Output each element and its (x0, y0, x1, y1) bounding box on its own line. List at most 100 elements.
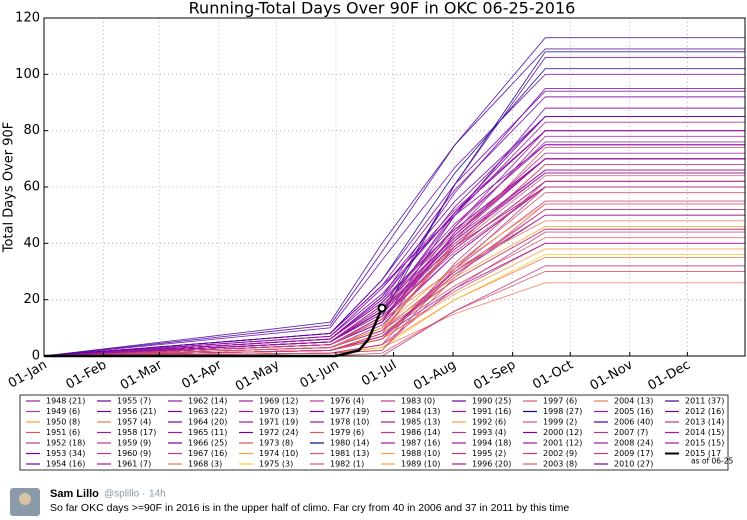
series-line (43, 203, 745, 357)
legend-label: 2010 (27) (614, 460, 653, 469)
legend-label: 1983 (0) (401, 397, 435, 406)
legend-label: 2013 (14) (685, 418, 724, 427)
legend-label: 1970 (13) (259, 407, 298, 416)
legend-label: 2000 (12) (543, 428, 582, 437)
legend-label: 1951 (6) (46, 428, 80, 437)
legend-label: 1990 (25) (472, 397, 511, 406)
legend-label: 1956 (21) (117, 407, 156, 416)
legend-label: 1958 (17) (117, 428, 156, 437)
legend-label: 1963 (22) (188, 407, 227, 416)
legend-label: 1973 (8) (259, 439, 293, 448)
legend-label: 2015 (15) (685, 439, 724, 448)
series-line (43, 158, 745, 357)
series-line (43, 180, 745, 357)
legend-label: 1980 (14) (330, 439, 369, 448)
tweet-author[interactable]: Sam Lillo (50, 488, 99, 500)
legend-label: 1955 (7) (117, 397, 151, 406)
legend-label: 1961 (7) (117, 460, 151, 469)
legend-label: 1991 (16) (472, 407, 511, 416)
y-tick-label: 60 (23, 180, 40, 195)
legend-label: 1971 (19) (259, 418, 298, 427)
y-tick-label: 100 (15, 67, 40, 82)
legend-label: 1982 (1) (330, 460, 364, 469)
legend-label: 1977 (19) (330, 407, 369, 416)
legend-label: 2006 (40) (614, 418, 653, 427)
legend-label: 1948 (21) (46, 397, 85, 406)
chart-title: Running-Total Days Over 90F in OKC 06-25… (189, 0, 576, 18)
legend-label: 2009 (17) (614, 449, 653, 458)
legend-label: 1992 (6) (472, 418, 506, 427)
legend-label: 1987 (16) (401, 439, 440, 448)
legend-label: 1967 (16) (188, 449, 227, 458)
legend-label: 1985 (13) (401, 418, 440, 427)
legend-label: 2014 (15) (685, 428, 724, 437)
legend-label: 1999 (2) (543, 418, 577, 427)
legend-label: 1953 (34) (46, 449, 85, 458)
y-tick-label: 40 (23, 236, 40, 251)
end-marker (377, 303, 387, 313)
series-line (43, 164, 745, 357)
plot-lines (43, 37, 745, 358)
legend-label: 2001 (12) (543, 439, 582, 448)
legend-label: 2003 (8) (543, 460, 577, 469)
legend-label: 2012 (16) (685, 407, 724, 416)
series-line (43, 209, 745, 357)
legend-label: 1965 (11) (188, 428, 227, 437)
legend-label: 1981 (13) (330, 449, 369, 458)
legend-label: 1975 (3) (259, 460, 293, 469)
legend-label: 1988 (10) (401, 449, 440, 458)
legend-label: 2007 (7) (614, 428, 648, 437)
series-line (43, 37, 745, 357)
y-tick-label: 80 (23, 123, 40, 138)
legend-label: 1989 (10) (401, 460, 440, 469)
legend-label: 1974 (10) (259, 449, 298, 458)
y-tick-label: 20 (23, 292, 40, 307)
legend-label: 1993 (4) (472, 428, 506, 437)
legend-note: as of 06-25 (691, 457, 734, 466)
legend-label: 1957 (4) (117, 418, 151, 427)
tweet-separator: · (142, 489, 145, 500)
series-line (43, 48, 745, 357)
legend-box (19, 394, 729, 471)
legend-label: 1969 (12) (259, 397, 298, 406)
legend-label: 1954 (16) (46, 460, 85, 469)
legend-label: 1994 (18) (472, 439, 511, 448)
y-axis-label: Total Days Over 90F (2, 122, 17, 254)
legend-label: 1995 (2) (472, 449, 506, 458)
tweet-time: 14h (149, 489, 166, 500)
legend-label: 2011 (37) (685, 397, 724, 406)
legend-label: 1972 (24) (259, 428, 298, 437)
legend-label: 1952 (18) (46, 439, 85, 448)
legend-label: 1986 (14) (401, 428, 440, 437)
legend-label: 2005 (16) (614, 407, 653, 416)
legend-label: 1997 (6) (543, 397, 577, 406)
series-line (43, 90, 745, 357)
tweet-text: So far OKC days >=90F in 2016 is in the … (50, 502, 569, 514)
legend-label: 1962 (14) (188, 397, 227, 406)
y-tick-label: 0 (32, 349, 40, 364)
legend-label: 1960 (9) (117, 449, 151, 458)
legend-label: 2004 (13) (614, 397, 653, 406)
legend-label: 1979 (6) (330, 428, 364, 437)
legend-label: 1998 (27) (543, 407, 582, 416)
tweet-handle[interactable]: @splillo (104, 489, 140, 500)
legend-label: 2008 (24) (614, 439, 653, 448)
series-line (43, 130, 745, 357)
legend-label: 2002 (9) (543, 449, 577, 458)
series-line (43, 73, 745, 357)
legend-label: 1966 (25) (188, 439, 227, 448)
legend-label: 1959 (9) (117, 439, 151, 448)
legend-label: 1978 (10) (330, 418, 369, 427)
y-tick-label: 120 (15, 11, 40, 26)
legend-label: 1996 (20) (472, 460, 511, 469)
avatar-face (19, 493, 31, 505)
legend-label: 1964 (20) (188, 418, 227, 427)
legend-label: 1968 (3) (188, 460, 222, 469)
legend-label: 1976 (4) (330, 397, 364, 406)
legend-label: 1984 (13) (401, 407, 440, 416)
legend: 1948 (21)1949 (6) 1950 (8)1951 (6) 1952 (1… (26, 397, 734, 469)
legend-label: 1950 (8) (46, 418, 80, 427)
legend-label: 2015 (17 (685, 449, 721, 458)
legend-label: 1949 (6) (46, 407, 80, 416)
